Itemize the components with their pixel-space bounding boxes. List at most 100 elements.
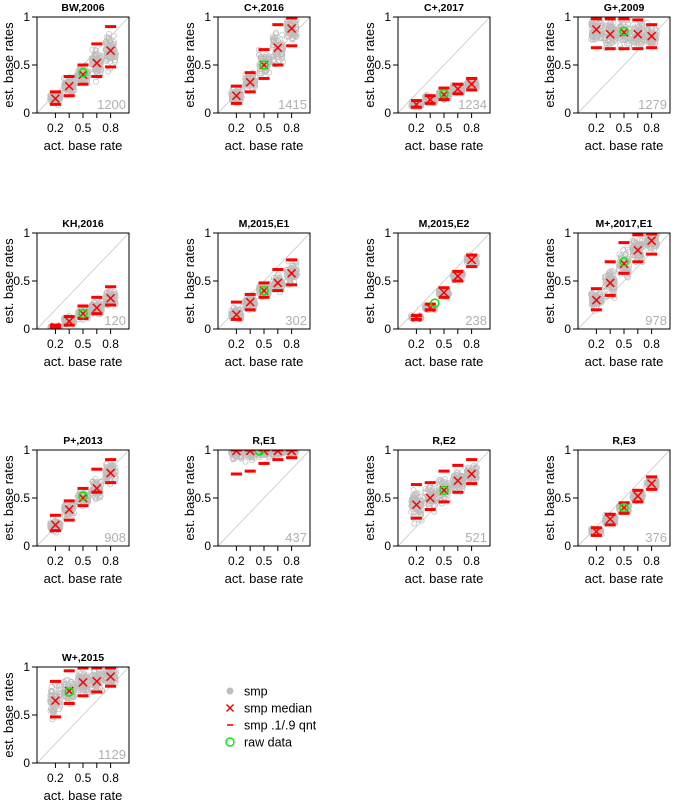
x-tick-label: 0.2 xyxy=(228,337,245,351)
sample-point xyxy=(292,17,299,20)
sample-point xyxy=(55,682,62,689)
sample-point xyxy=(92,65,99,72)
y-tick-label: 0 xyxy=(23,539,30,553)
sample-point xyxy=(469,80,476,87)
sample-point xyxy=(95,67,102,74)
sample-point xyxy=(236,95,243,102)
median-marker xyxy=(467,255,477,265)
y-axis-label: est. base rates xyxy=(182,238,197,324)
sample-point xyxy=(270,57,277,64)
sample-point xyxy=(66,512,73,519)
panel-title: R,E1 xyxy=(252,435,276,447)
sample-point xyxy=(635,242,642,249)
median-marker xyxy=(64,81,74,91)
panel-plot-area xyxy=(398,450,490,546)
sample-point xyxy=(103,475,110,482)
y-axis-label: est. base rates xyxy=(362,22,377,108)
x-tick-label: 0.8 xyxy=(102,121,119,135)
median-marker xyxy=(605,29,615,39)
sample-point xyxy=(630,21,637,28)
y-tick-label: 0 xyxy=(564,106,571,120)
y-tick-label: 0 xyxy=(384,322,391,336)
sample-point xyxy=(106,35,113,42)
sample-point xyxy=(51,704,58,711)
panel-plot-area xyxy=(398,17,490,113)
sample-point xyxy=(412,491,419,498)
sample-count: 1415 xyxy=(278,97,307,112)
y-tick-label: 1 xyxy=(564,10,571,24)
y-tick-label: 0.5 xyxy=(13,274,30,288)
median-marker xyxy=(245,450,255,456)
raw-data-point xyxy=(430,298,440,308)
sample-count: 521 xyxy=(465,530,487,545)
sample-point xyxy=(95,494,102,500)
x-tick-label: 0.5 xyxy=(436,337,453,351)
sample-point xyxy=(102,40,109,47)
y-tick-label: 1 xyxy=(204,226,211,240)
sample-count: 302 xyxy=(285,313,307,328)
y-axis-label: est. base rates xyxy=(1,238,16,324)
sample-point xyxy=(77,496,84,503)
y-axis-label: est. base rates xyxy=(362,455,377,541)
median-marker xyxy=(647,236,657,246)
panel-title: BW,2006 xyxy=(61,2,104,14)
x-tick-label: 0.8 xyxy=(643,337,660,351)
sample-point xyxy=(588,36,595,43)
panel-plot-area xyxy=(578,17,670,113)
x-tick-label: 0.5 xyxy=(75,121,92,135)
x-tick-label: 0.2 xyxy=(408,337,425,351)
x-tick-label: 0.8 xyxy=(643,554,660,568)
sample-point xyxy=(470,473,477,480)
panel-title: KH,2016 xyxy=(62,218,104,230)
sample-point xyxy=(88,682,95,689)
sample-point xyxy=(286,271,293,278)
median-marker xyxy=(231,91,241,101)
sample-point xyxy=(651,30,658,37)
sample-point xyxy=(273,31,279,38)
median-marker xyxy=(411,312,421,323)
median-marker xyxy=(50,94,60,104)
x-tick-label: 0.5 xyxy=(256,121,273,135)
sample-point xyxy=(110,32,117,39)
x-axis-label: act. base rate xyxy=(225,571,304,586)
sample-point xyxy=(471,474,478,481)
median-marker xyxy=(92,58,102,68)
sample-point xyxy=(56,700,63,706)
x-axis-label: act. base rate xyxy=(405,571,484,586)
sample-point xyxy=(94,484,101,491)
median-marker xyxy=(647,31,657,41)
panel-title: G+,2009 xyxy=(604,2,645,14)
sample-point xyxy=(279,45,286,52)
x-tick-label: 0.2 xyxy=(408,554,425,568)
median-marker xyxy=(92,303,102,313)
median-marker xyxy=(287,268,297,278)
sample-point xyxy=(71,684,77,691)
sample-point xyxy=(274,51,281,58)
y-axis-label: est. base rates xyxy=(1,22,16,108)
x-tick-label: 0.8 xyxy=(463,554,480,568)
sample-point xyxy=(88,55,95,62)
panel-plot-area xyxy=(578,233,670,329)
sample-point xyxy=(414,508,421,515)
sample-point xyxy=(292,21,299,28)
sample-point xyxy=(103,461,109,468)
sample-point xyxy=(96,672,103,678)
sample-point xyxy=(275,271,281,278)
median-marker xyxy=(411,99,421,109)
y-tick-label: 1 xyxy=(23,10,30,24)
x-tick-label: 0.5 xyxy=(616,554,633,568)
median-marker xyxy=(78,70,88,80)
sample-point xyxy=(61,680,68,687)
y-tick-label: 1 xyxy=(23,443,30,457)
sample-point xyxy=(83,675,89,682)
sample-point xyxy=(107,58,113,65)
median-marker xyxy=(647,479,657,489)
y-tick-label: 0.5 xyxy=(554,58,571,72)
sample-point xyxy=(589,33,596,40)
